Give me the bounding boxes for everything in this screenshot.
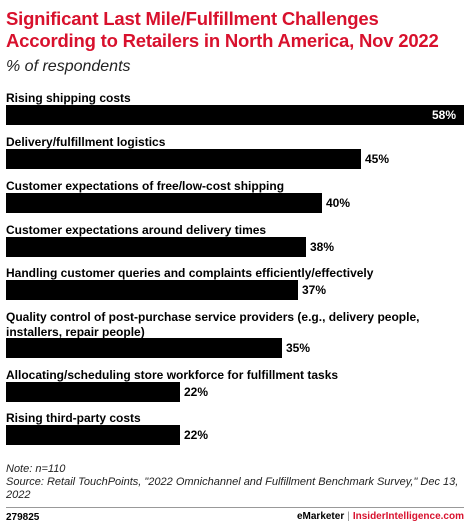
bar bbox=[6, 280, 298, 300]
source-text: Source: Retail TouchPoints, "2022 Omnich… bbox=[6, 476, 459, 501]
footer-brand: eMarketer | InsiderIntelligence.com bbox=[297, 511, 464, 522]
category-label: Customer expectations of free/low-cost s… bbox=[6, 179, 285, 193]
category-label: Rising shipping costs bbox=[6, 91, 131, 105]
emarketer-brand: eMarketer bbox=[296, 511, 345, 522]
value-label: 45% bbox=[365, 152, 390, 166]
footer-divider bbox=[6, 507, 464, 508]
bar bbox=[6, 382, 180, 402]
category-label: Handling customer queries and complaints… bbox=[6, 266, 374, 280]
value-label: 37% bbox=[302, 283, 327, 297]
insider-intelligence-link[interactable]: InsiderIntelligence.com bbox=[352, 511, 464, 522]
bar bbox=[6, 237, 306, 257]
bar bbox=[6, 105, 464, 125]
note-text: Note: n=110 bbox=[6, 463, 66, 475]
brand-separator: | bbox=[347, 511, 350, 522]
category-label: Allocating/scheduling store workforce fo… bbox=[6, 368, 339, 382]
category-label: Quality control of post-purchase service… bbox=[6, 310, 420, 339]
value-label: 40% bbox=[326, 196, 351, 210]
value-label: 35% bbox=[286, 341, 311, 355]
bar bbox=[6, 193, 322, 213]
value-label: 22% bbox=[184, 428, 209, 442]
chart-subtitle: % of respondents bbox=[6, 58, 131, 75]
chart-id: 279825 bbox=[6, 512, 40, 523]
value-label: 22% bbox=[184, 385, 209, 399]
value-label: 38% bbox=[310, 240, 335, 254]
chart-title: Significant Last Mile/Fulfillment Challe… bbox=[6, 8, 439, 51]
bar-chart: Rising shipping costs 58% Delivery/fulfill… bbox=[0, 86, 470, 458]
bar bbox=[6, 149, 361, 169]
category-label: Customer expectations around delivery ti… bbox=[6, 223, 267, 237]
chart-notes: Note: n=110 Source: Retail TouchPoints, … bbox=[6, 463, 464, 502]
category-label: Rising third-party costs bbox=[6, 411, 141, 425]
bar bbox=[6, 338, 282, 358]
category-label: Delivery/fulfillment logistics bbox=[6, 135, 166, 149]
bar bbox=[6, 425, 180, 445]
value-label: 58% bbox=[432, 108, 457, 122]
